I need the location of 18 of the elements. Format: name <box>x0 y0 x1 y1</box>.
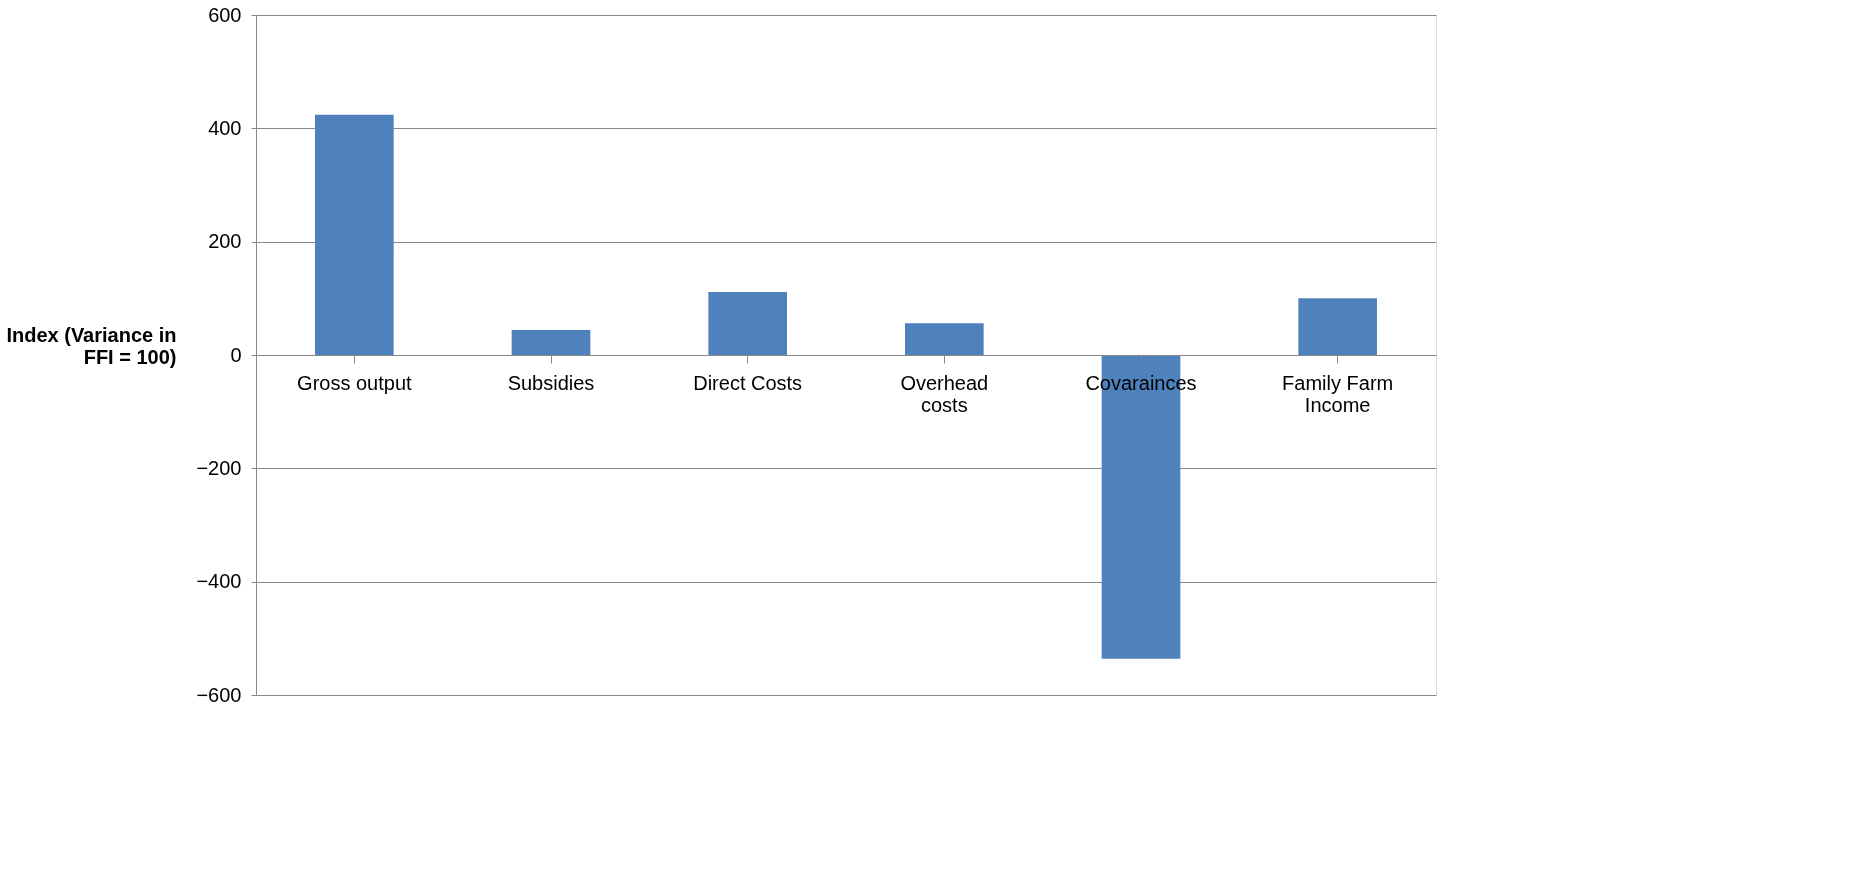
bar <box>905 323 984 355</box>
x-tick-label: Gross output <box>297 371 413 394</box>
bar <box>1298 298 1377 355</box>
bar <box>708 292 787 355</box>
x-tick-label: Overhead costs <box>900 371 989 416</box>
y-tick-label: 0 <box>230 343 242 366</box>
y-tick-label: −400 <box>196 570 242 593</box>
bar <box>315 114 394 355</box>
y-tick-label: 200 <box>208 230 242 253</box>
y-tick-label: −200 <box>196 456 242 479</box>
y-tick-label: 600 <box>208 3 242 26</box>
bar <box>511 330 591 355</box>
y-tick-label: 400 <box>208 116 242 139</box>
x-tick-label: Direct Costs <box>693 371 803 394</box>
y-tick-label: −600 <box>196 683 242 706</box>
x-tick-label: Family Farm Income <box>1282 371 1394 416</box>
x-tick-label: Subsidies <box>507 371 595 394</box>
y-axis-title: Index (Variance in FFI = 100) <box>6 323 177 368</box>
